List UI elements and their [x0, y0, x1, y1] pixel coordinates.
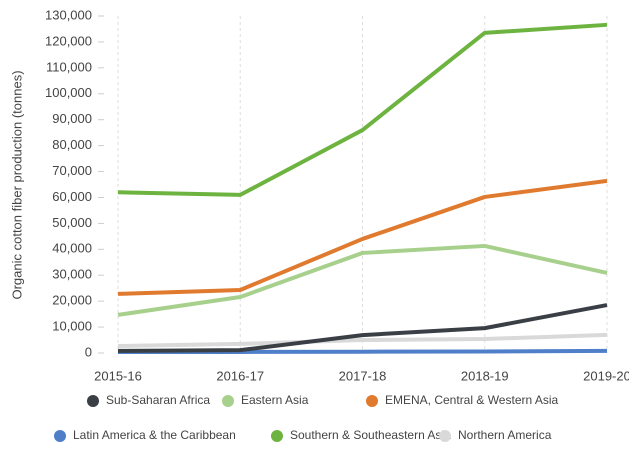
legend-label: Sub-Saharan Africa — [106, 393, 210, 407]
legend-marker — [87, 395, 99, 407]
legend-label: Latin America & the Caribbean — [73, 428, 236, 442]
y-tick-label: 110,000 — [46, 59, 92, 74]
y-tick-label: 0 — [85, 344, 92, 359]
y-tick-label: 60,000 — [52, 189, 92, 204]
series-line — [117, 332, 608, 349]
series-line — [117, 178, 608, 296]
y-tick-label: 40,000 — [52, 241, 92, 256]
legend-marker — [54, 430, 66, 442]
legend-label: EMENA, Central & Western Asia — [385, 393, 559, 407]
x-tick-label: 2018-19 — [461, 368, 509, 383]
series-line — [117, 22, 608, 197]
y-tick-label: 80,000 — [52, 137, 92, 152]
legend-label: Southern & Southeastern Asia — [290, 428, 451, 442]
series-line — [117, 243, 608, 317]
legend-label: Northern America — [458, 428, 552, 442]
y-tick-label: 50,000 — [52, 215, 92, 230]
y-axis-title: Organic cotton fiber production (tonnes) — [9, 70, 24, 299]
x-tick-label: 2015-16 — [94, 368, 142, 383]
legend-marker — [271, 430, 283, 442]
y-tick-label: 130,000 — [45, 7, 92, 22]
y-tick-label: 10,000 — [52, 319, 92, 334]
legend-label: Eastern Asia — [241, 393, 309, 407]
y-tick-label: 30,000 — [52, 267, 92, 282]
y-tick-label: 70,000 — [52, 163, 92, 178]
x-tick-label: 2016-17 — [216, 368, 264, 383]
series-line — [117, 303, 608, 353]
x-tick-label: 2017-18 — [339, 368, 387, 383]
y-tick-label: 90,000 — [52, 111, 92, 126]
y-tick-label: 100,000 — [45, 85, 92, 100]
legend-marker — [366, 395, 378, 407]
legend-marker — [439, 430, 451, 442]
y-tick-label: 120,000 — [45, 33, 92, 48]
x-tick-label: 2019-20 — [583, 368, 629, 383]
legend-marker — [222, 395, 234, 407]
y-tick-label: 20,000 — [52, 293, 92, 308]
